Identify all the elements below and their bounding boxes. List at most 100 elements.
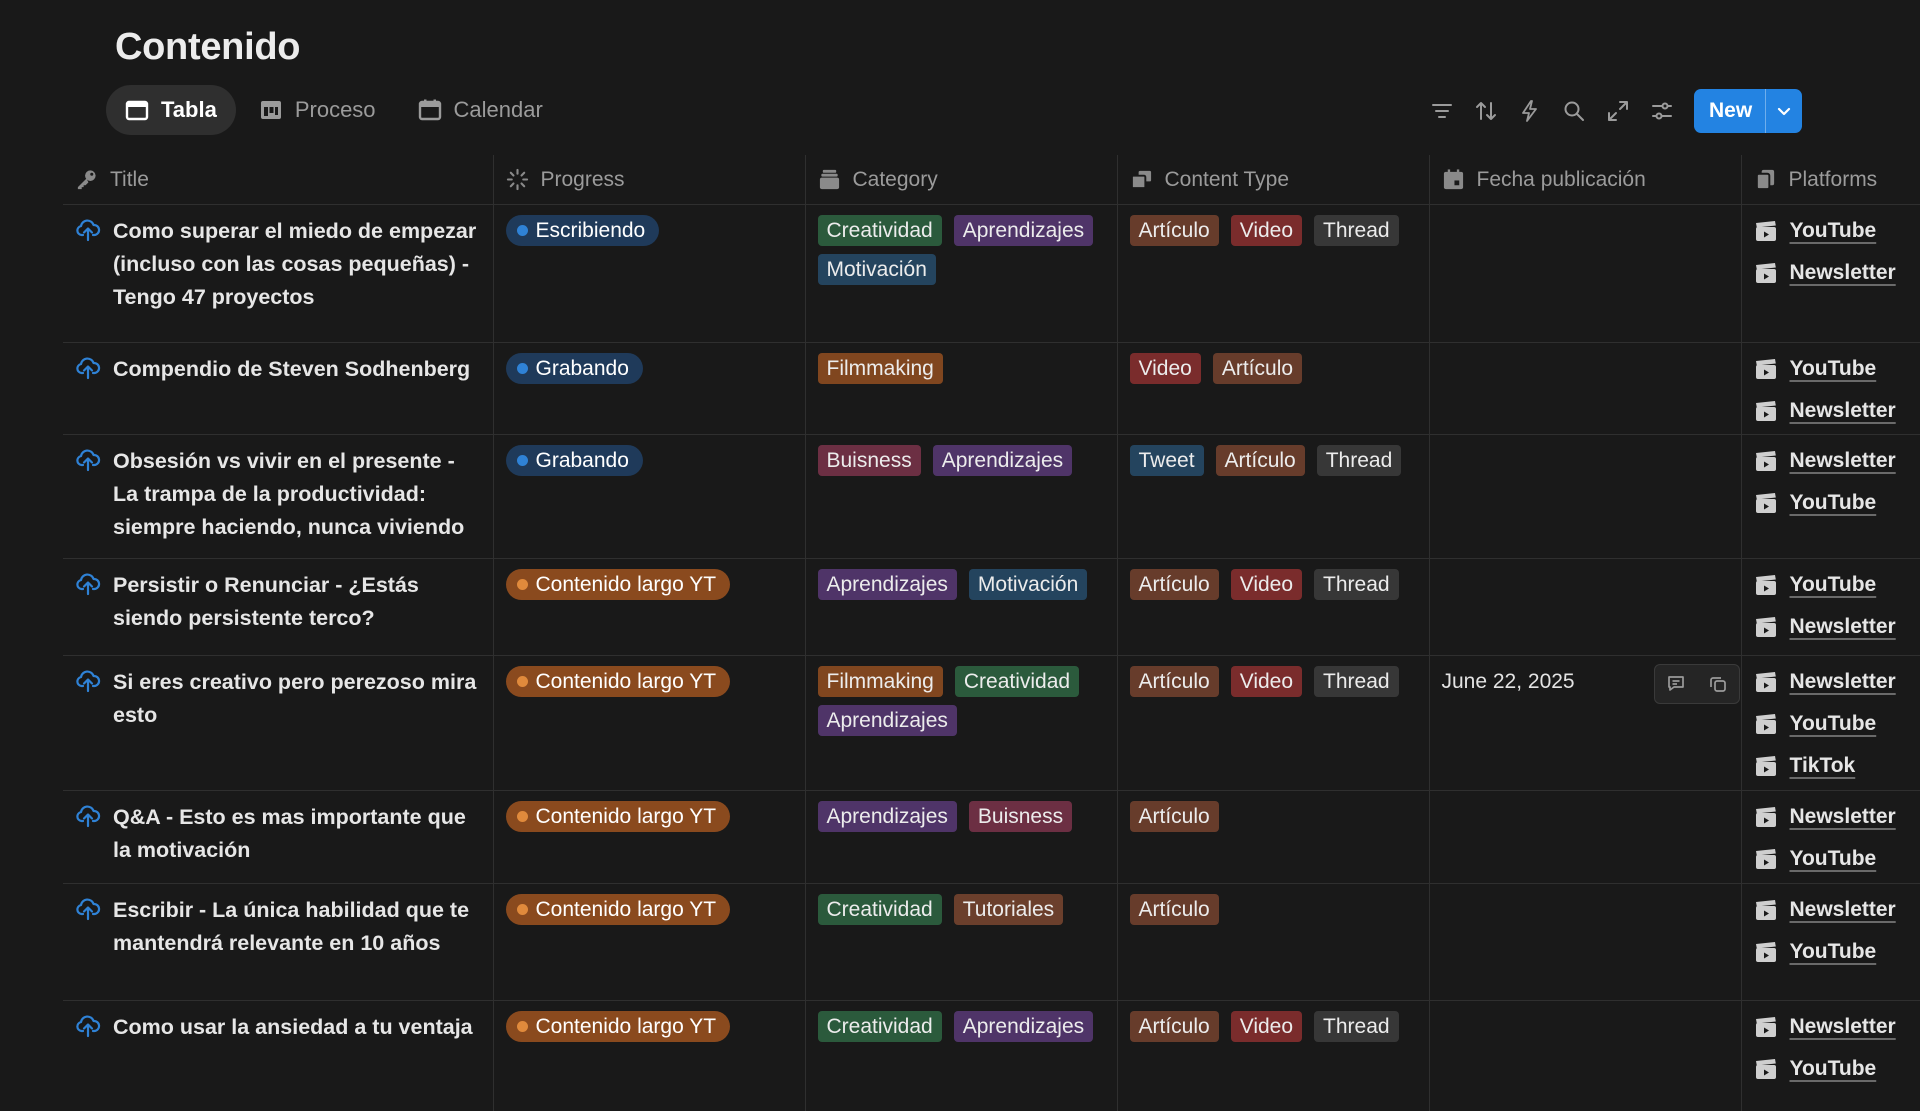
platform-link[interactable]: Newsletter [1754,611,1920,642]
tag-art-culo: Artículo [1216,445,1305,476]
duplicate-icon[interactable] [1708,674,1728,694]
cell-title[interactable]: Persistir o Renunciar - ¿Estás siendo pe… [63,559,493,656]
cell-progress[interactable]: Contenido largo YT [493,559,805,656]
cell-platforms[interactable]: Newsletter YouTube [1741,435,1920,559]
new-dropdown-button[interactable] [1765,89,1802,133]
automation-button[interactable] [1508,89,1552,133]
cell-platforms[interactable]: YouTube Newsletter [1741,559,1920,656]
cell-category[interactable]: Filmmaking [805,343,1117,435]
tag-motivaci-n: Motivación [818,254,936,285]
platform-link[interactable]: YouTube [1754,1053,1920,1084]
platform-link[interactable]: YouTube [1754,936,1920,967]
status-dot [517,225,528,236]
filter-button[interactable] [1420,89,1464,133]
cell-title[interactable]: Como usar la ansiedad a tu ventaja [63,1001,493,1111]
table-row[interactable]: Q&A - Esto es mas importante que la moti… [63,791,1920,884]
tab-tabla[interactable]: Tabla [106,85,236,135]
cell-title[interactable]: Como superar el miedo de empezar (inclus… [63,205,493,343]
column-header-fecha-publicacion[interactable]: Fecha publicación [1429,155,1741,205]
cell-platforms[interactable]: YouTube Newsletter [1741,205,1920,343]
cell-progress[interactable]: Contenido largo YT [493,791,805,884]
cell-platforms[interactable]: Newsletter YouTube [1741,884,1920,1001]
platform-link[interactable]: Newsletter [1754,666,1920,697]
cell-platforms[interactable]: Newsletter YouTube [1741,791,1920,884]
comment-icon[interactable] [1666,674,1686,694]
table-row[interactable]: Obsesión vs vivir en el presente - La tr… [63,435,1920,559]
cell-fecha-publicacion[interactable] [1429,791,1741,884]
cell-fecha-publicacion[interactable] [1429,205,1741,343]
cell-progress[interactable]: Contenido largo YT [493,656,805,791]
platform-link[interactable]: Newsletter [1754,894,1920,925]
cell-progress[interactable]: Grabando [493,435,805,559]
search-icon [1563,100,1585,122]
platform-link[interactable]: Newsletter [1754,1011,1920,1042]
platform-link[interactable]: Newsletter [1754,445,1920,476]
table-row[interactable]: Si eres creativo pero perezoso mira esto… [63,656,1920,791]
table-row[interactable]: Escribir - La única habilidad que te man… [63,884,1920,1001]
cell-title[interactable]: Q&A - Esto es mas importante que la moti… [63,791,493,884]
platform-link[interactable]: YouTube [1754,353,1920,384]
tab-calendar[interactable]: Calendar [399,85,562,135]
cell-fecha-publicacion[interactable] [1429,884,1741,1001]
cell-progress[interactable]: Escribiendo [493,205,805,343]
column-header-category[interactable]: Category [805,155,1117,205]
column-header-title[interactable]: Title [63,155,493,205]
platform-link[interactable]: YouTube [1754,569,1920,600]
platform-link[interactable]: Newsletter [1754,801,1920,832]
platform-link[interactable]: YouTube [1754,487,1920,518]
column-header-progress[interactable]: Progress [493,155,805,205]
table-row[interactable]: Como superar el miedo de empezar (inclus… [63,205,1920,343]
cell-title[interactable]: Si eres creativo pero perezoso mira esto [63,656,493,791]
settings-button[interactable] [1640,89,1684,133]
tab-proceso[interactable]: Proceso [240,85,395,135]
platform-link[interactable]: Newsletter [1754,395,1920,426]
cell-title[interactable]: Compendio de Steven Sodhenberg [63,343,493,435]
cell-fecha-publicacion[interactable] [1429,343,1741,435]
platform-link[interactable]: Newsletter [1754,257,1920,288]
search-button[interactable] [1552,89,1596,133]
platform-link[interactable]: YouTube [1754,215,1920,246]
cell-fecha-publicacion[interactable] [1429,435,1741,559]
cell-platforms[interactable]: Newsletter YouTube TikTok [1741,656,1920,791]
tag-creatividad: Creatividad [818,1011,942,1042]
cell-title[interactable]: Escribir - La única habilidad que te man… [63,884,493,1001]
cell-platforms[interactable]: Newsletter YouTube [1741,1001,1920,1111]
cell-progress[interactable]: Grabando [493,343,805,435]
platform-link[interactable]: TikTok [1754,750,1920,781]
platform-link[interactable]: YouTube [1754,708,1920,739]
tag-aprendizajes: Aprendizajes [954,1011,1093,1042]
cell-category[interactable]: Creatividad Aprendizajes [805,1001,1117,1111]
cell-title[interactable]: Obsesión vs vivir en el presente - La tr… [63,435,493,559]
column-header-content-type[interactable]: Content Type [1117,155,1429,205]
new-button[interactable]: New [1694,89,1765,133]
tag-filmmaking: Filmmaking [818,666,943,697]
platform-name: YouTube [1790,1057,1877,1081]
cell-fecha-publicacion[interactable] [1429,559,1741,656]
cell-content-type[interactable]: Artículo [1117,791,1429,884]
sort-button[interactable] [1464,89,1508,133]
column-header-platforms[interactable]: Platforms [1741,155,1920,205]
cell-progress[interactable]: Contenido largo YT [493,1001,805,1111]
expand-button[interactable] [1596,89,1640,133]
cell-fecha-publicacion[interactable] [1429,1001,1741,1111]
cell-progress[interactable]: Contenido largo YT [493,884,805,1001]
cell-content-type[interactable]: Artículo [1117,884,1429,1001]
table-row[interactable]: Persistir o Renunciar - ¿Estás siendo pe… [63,559,1920,656]
cell-platforms[interactable]: YouTube Newsletter [1741,343,1920,435]
cloud-upload-icon [75,217,101,243]
platform-link[interactable]: YouTube [1754,843,1920,874]
